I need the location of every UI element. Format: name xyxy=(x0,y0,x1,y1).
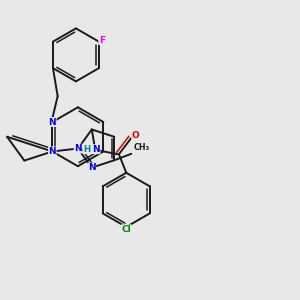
Text: N: N xyxy=(49,147,56,156)
Text: N: N xyxy=(74,144,82,153)
Text: F: F xyxy=(99,36,105,45)
Text: O: O xyxy=(132,130,140,140)
Text: CH₃: CH₃ xyxy=(134,143,150,152)
Text: H: H xyxy=(83,145,90,154)
Text: N: N xyxy=(49,118,56,127)
Text: N: N xyxy=(88,163,96,172)
Text: N: N xyxy=(92,145,100,154)
Text: Cl: Cl xyxy=(122,225,131,234)
